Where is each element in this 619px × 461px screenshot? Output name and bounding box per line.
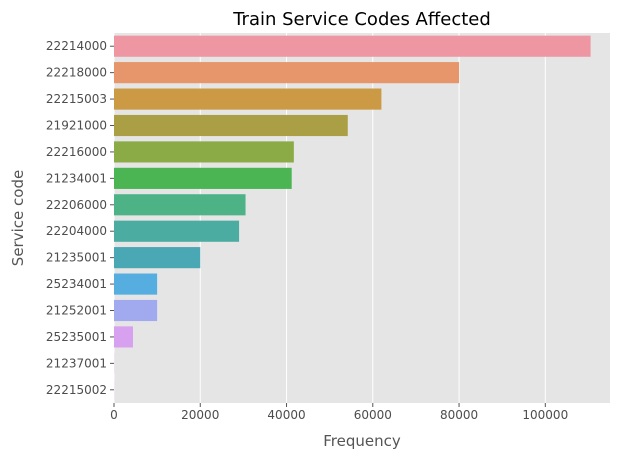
y-tick-label: 22215002 xyxy=(46,383,107,397)
y-tick-label: 21237001 xyxy=(46,356,107,370)
y-tick-label: 22204000 xyxy=(46,224,107,238)
x-tick-label: 40000 xyxy=(267,408,305,422)
y-tick-label: 22218000 xyxy=(46,66,107,80)
x-tick-label: 0 xyxy=(110,408,118,422)
y-tick-label: 25235001 xyxy=(46,330,107,344)
y-axis-title: Service code xyxy=(9,170,27,266)
bar-22204000 xyxy=(114,220,240,242)
x-axis-title: Frequency xyxy=(323,432,401,450)
y-tick-label: 21921000 xyxy=(46,119,107,133)
y-tick-label: 22216000 xyxy=(46,145,107,159)
y-tick-label: 21235001 xyxy=(46,251,107,265)
y-tick-label: 21252001 xyxy=(46,304,107,318)
chart-title: Train Service Codes Affected xyxy=(232,9,491,30)
y-tick-label: 25234001 xyxy=(46,277,107,291)
x-tick-label: 20000 xyxy=(181,408,219,422)
x-tick-label: 100000 xyxy=(522,408,568,422)
y-tick-label: 22215003 xyxy=(46,92,107,106)
bar-21921000 xyxy=(114,114,348,137)
y-tick-labels: 22214000 22218000 22215003 21921000 22216000… xyxy=(46,39,114,397)
bar-22214000 xyxy=(114,35,591,57)
x-tick-labels: 0 20000 40000 60000 80000 100000 xyxy=(110,403,568,422)
bar-22216000 xyxy=(114,141,294,163)
bars xyxy=(114,35,591,401)
x-tick-label: 80000 xyxy=(440,408,478,422)
y-tick-label: 22214000 xyxy=(46,39,107,53)
bar-21235001 xyxy=(114,247,201,269)
bar-21252001 xyxy=(114,299,158,322)
y-tick-label: 22206000 xyxy=(46,198,107,212)
bar-22215003 xyxy=(114,88,382,110)
bar-22218000 xyxy=(114,62,460,84)
bar-25235001 xyxy=(114,326,133,348)
bar-22206000 xyxy=(114,194,246,216)
bar-25234001 xyxy=(114,273,158,295)
bar-21234001 xyxy=(114,167,292,189)
x-tick-label: 60000 xyxy=(354,408,392,422)
y-tick-label: 21234001 xyxy=(46,171,107,185)
